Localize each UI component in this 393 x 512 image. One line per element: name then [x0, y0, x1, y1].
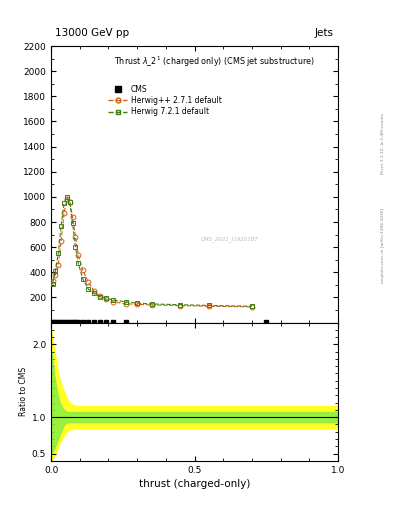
Text: Rivet 3.1.10, ≥ 3.4M events: Rivet 3.1.10, ≥ 3.4M events — [381, 113, 385, 174]
Y-axis label: Ratio to CMS: Ratio to CMS — [19, 367, 28, 416]
Text: CMS_2021_I1920187: CMS_2021_I1920187 — [200, 237, 258, 243]
Legend: CMS, Herwig++ 2.7.1 default, Herwig 7.2.1 default: CMS, Herwig++ 2.7.1 default, Herwig 7.2.… — [107, 83, 223, 118]
Text: Jets: Jets — [315, 28, 334, 38]
Text: 13000 GeV pp: 13000 GeV pp — [55, 28, 129, 38]
Text: mcplots.cern.ch [arXiv:1306.3436]: mcplots.cern.ch [arXiv:1306.3436] — [381, 208, 385, 283]
X-axis label: thrust (charged-only): thrust (charged-only) — [139, 479, 250, 489]
Text: Thrust $\lambda\_2^1$ (charged only) (CMS jet substructure): Thrust $\lambda\_2^1$ (charged only) (CM… — [114, 54, 315, 69]
